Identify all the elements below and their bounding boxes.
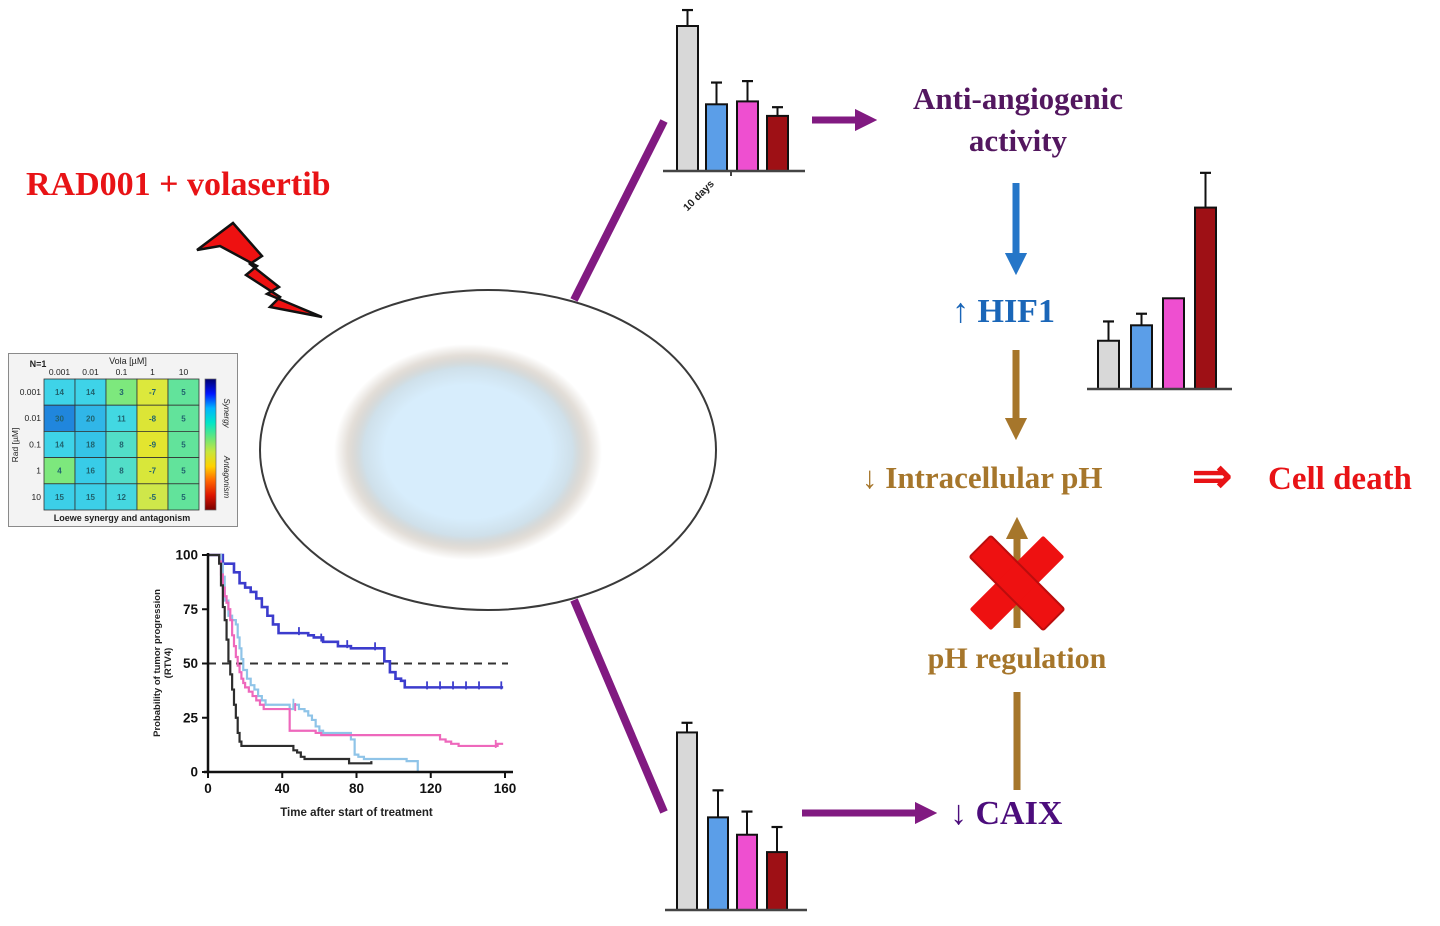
svg-text:40: 40 (275, 781, 290, 796)
svg-text:25: 25 (183, 710, 199, 725)
svg-text:-7: -7 (149, 467, 157, 476)
svg-text:11: 11 (117, 414, 126, 423)
lightning-bolt-icon (196, 221, 323, 319)
svg-text:18: 18 (86, 441, 95, 450)
svg-text:5: 5 (181, 467, 186, 476)
svg-text:N=1: N=1 (30, 359, 47, 369)
svg-text:Synergy: Synergy (222, 398, 231, 428)
svg-text:Time after start of treatment: Time after start of treatment (280, 807, 433, 819)
svg-text:(RTV4): (RTV4) (163, 648, 174, 679)
svg-text:15: 15 (86, 493, 95, 502)
svg-text:Loewe synergy and antagonism: Loewe synergy and antagonism (54, 513, 191, 523)
synergy-heatmap-panel: Vola [µM] N=1 0.001 0.01 0.1 1 10 0.001 0.01 0.1 1… (8, 353, 238, 527)
svg-text:75: 75 (183, 602, 199, 617)
svg-text:8: 8 (119, 467, 124, 476)
anti-angiogenic-line2: activity (968, 123, 1068, 158)
svg-text:-7: -7 (149, 388, 157, 397)
svg-text:0.01: 0.01 (82, 367, 99, 377)
svg-text:5: 5 (181, 388, 186, 397)
treatment-label: RAD001 + volasertib (26, 166, 331, 203)
svg-text:8: 8 (119, 441, 124, 450)
svg-text:5: 5 (181, 441, 186, 450)
anti-angiogenic-label: Anti-angiogenic activity (868, 78, 1168, 162)
svg-text:-9: -9 (149, 441, 157, 450)
svg-text:0.1: 0.1 (29, 439, 41, 449)
svg-text:14: 14 (55, 388, 64, 397)
svg-text:10: 10 (179, 367, 189, 377)
svg-text:15: 15 (55, 493, 64, 502)
svg-text:10: 10 (32, 492, 42, 502)
svg-text:Vola [µM]: Vola [µM] (109, 356, 147, 366)
anti-angiogenic-line1: Anti-angiogenic (912, 81, 1124, 116)
svg-text:0: 0 (204, 781, 212, 796)
svg-text:30: 30 (55, 414, 64, 423)
svg-text:160: 160 (494, 781, 517, 796)
svg-text:Antagonism: Antagonism (222, 455, 231, 499)
svg-text:1: 1 (36, 466, 41, 476)
svg-text:20: 20 (86, 414, 95, 423)
svg-text:Rad [µM]: Rad [µM] (10, 428, 20, 463)
cell-nucleus (334, 344, 602, 560)
svg-text:12: 12 (117, 493, 126, 502)
svg-text:1: 1 (150, 367, 155, 377)
svg-text:14: 14 (86, 388, 95, 397)
svg-text:100: 100 (175, 548, 198, 563)
cell-death-label: Cell death (1268, 461, 1412, 497)
svg-text:50: 50 (183, 656, 198, 671)
implies-arrow-icon: ⇒ (1192, 450, 1233, 503)
svg-text:0: 0 (190, 765, 198, 780)
caix-label: ↓ CAIX (950, 795, 1063, 832)
hif1-bar-chart (1082, 163, 1240, 400)
svg-text:5: 5 (181, 493, 186, 502)
cell-to-bottom-chart-line (570, 598, 668, 814)
caix-bar-chart (660, 712, 820, 919)
svg-text:Probability of tumor progressi: Probability of tumor progression (152, 589, 163, 737)
svg-text:0.001: 0.001 (49, 367, 71, 377)
svg-text:120: 120 (419, 781, 442, 796)
svg-text:16: 16 (86, 467, 95, 476)
svg-text:0.001: 0.001 (20, 387, 42, 397)
svg-text:0.1: 0.1 (116, 367, 128, 377)
cell-to-top-chart-line (570, 119, 668, 302)
svg-text:14: 14 (55, 441, 64, 450)
svg-text:0.01: 0.01 (24, 413, 41, 423)
vessels-bar-chart: 10 days (655, 8, 820, 220)
blocked-x-icon (969, 535, 1065, 631)
hif1-label: ↑ HIF1 (952, 293, 1055, 330)
svg-text:5: 5 (181, 414, 186, 423)
tumor-progression-plot: 0 25 50 75 100 0 40 80 120 160 Probability of tumo… (140, 545, 540, 835)
svg-text:80: 80 (349, 781, 364, 796)
svg-text:10 days: 10 days (681, 178, 717, 214)
svg-text:3: 3 (119, 388, 124, 397)
ph-regulation-label: pH regulation (927, 642, 1107, 675)
svg-text:-8: -8 (149, 414, 157, 423)
intracellular-ph-label: ↓ Intracellular pH (862, 460, 1103, 495)
svg-text:-5: -5 (149, 493, 157, 502)
svg-text:4: 4 (57, 467, 62, 476)
